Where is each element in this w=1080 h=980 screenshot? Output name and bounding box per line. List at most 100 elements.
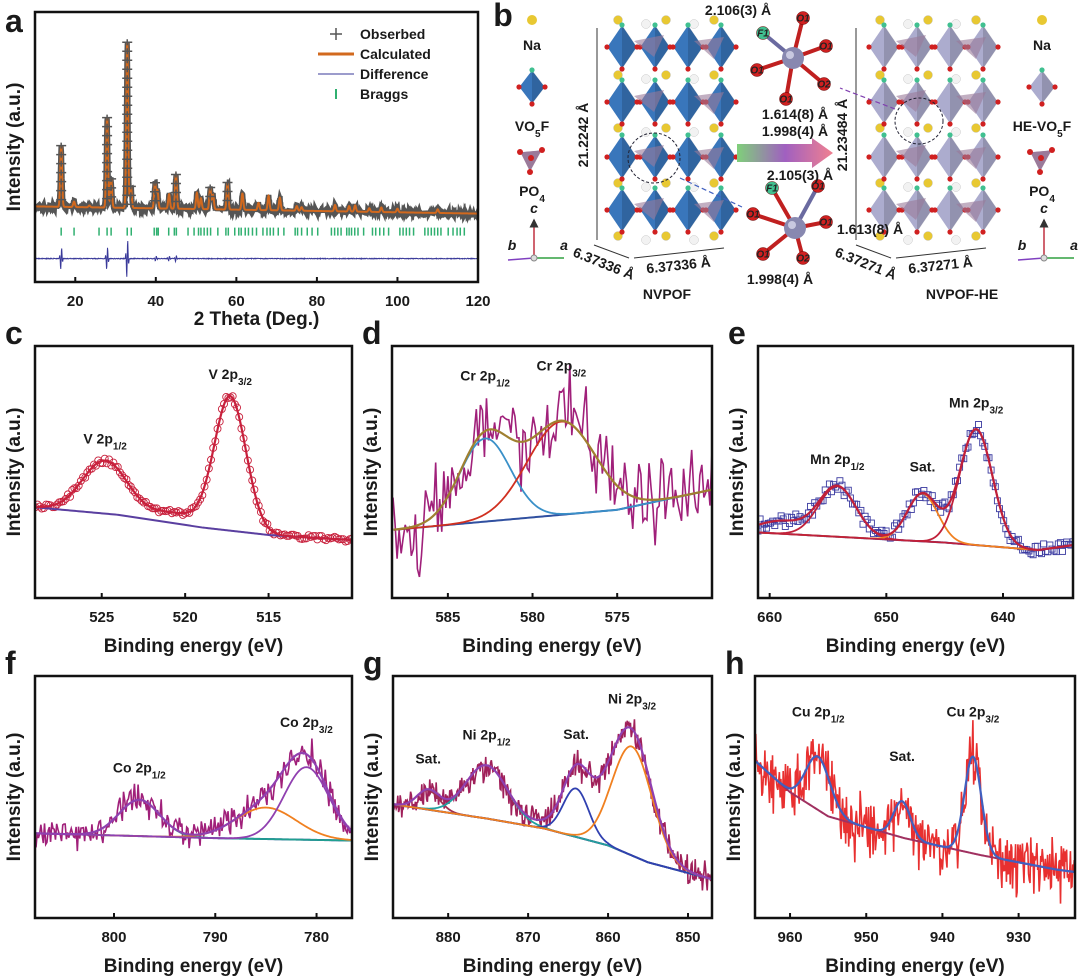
atom-dot	[980, 77, 986, 83]
observed-point	[809, 511, 817, 519]
x-tick-label: 100	[385, 293, 410, 310]
c-parameter-label: 21.2242 Å	[575, 103, 591, 168]
atom-dot	[733, 44, 739, 50]
octahedron	[670, 185, 706, 235]
atom-dot	[914, 66, 920, 72]
bond-length-label: 1.998(4) Å	[762, 123, 828, 139]
na-atom	[613, 70, 623, 80]
octahedron-label: VO5F	[515, 118, 550, 140]
observed-point	[975, 421, 982, 428]
observed-point	[783, 513, 791, 521]
na-atom-icon	[527, 15, 537, 25]
atom-dot	[914, 132, 920, 138]
tetrahedron	[956, 37, 986, 59]
observed-point	[943, 503, 951, 511]
observed-marker	[222, 179, 233, 204]
panel-label: g	[363, 645, 383, 681]
plot-area	[35, 39, 478, 277]
plot-area	[755, 720, 1075, 904]
fit-component	[759, 428, 1073, 551]
na-atom	[951, 182, 961, 192]
atom-dot	[619, 185, 625, 191]
x-axis-label: Binding energy (eV)	[104, 956, 283, 977]
observed-point	[836, 477, 844, 485]
fluorine-atom	[765, 181, 779, 195]
panel-d: 585 580 575 Binding energy (eV) Intensity (a…	[361, 315, 714, 657]
plot-area	[758, 421, 1073, 559]
atom-dot	[652, 132, 658, 138]
x-tick-label: 800	[101, 929, 126, 946]
atom-dot	[529, 101, 535, 107]
x-tick-label: 575	[605, 609, 630, 626]
atom-label: O1	[819, 42, 833, 53]
vanadium-atom	[784, 217, 806, 239]
oxygen-atom	[796, 251, 810, 265]
atom-dot	[995, 99, 1001, 105]
na-atom	[709, 231, 719, 241]
observed-point	[135, 494, 144, 503]
atom-dot	[685, 176, 691, 182]
peak-annotation: Co 2p3/2	[280, 714, 333, 736]
fit-envelope	[35, 751, 352, 836]
b-axis-arrow	[1017, 257, 1045, 261]
na-atom	[923, 123, 933, 133]
peak-annotation: Cu 2p3/2	[947, 703, 1000, 725]
tetrahedron-label: PO4	[519, 183, 545, 205]
observed-point	[128, 486, 137, 495]
na-atom	[661, 15, 671, 25]
x-tick-label: 585	[435, 609, 460, 626]
na-atom	[971, 123, 981, 133]
atom-label: O2	[796, 254, 810, 265]
observed-point	[105, 455, 114, 464]
observed-point	[126, 482, 135, 491]
atom-dot	[670, 44, 676, 50]
peak-annotation: Cr 2p1/2	[460, 368, 510, 390]
observed-point	[804, 509, 812, 517]
octahedron	[670, 77, 706, 127]
observed-point	[1010, 538, 1018, 546]
x-tick-label: 860	[596, 929, 621, 946]
atom-dot	[1039, 67, 1045, 73]
observed-point	[70, 484, 79, 493]
peak-annotation: V 2p3/2	[208, 366, 252, 388]
tetrahedron-icon	[1027, 147, 1055, 175]
atom-dot	[670, 154, 676, 160]
na-atom	[923, 178, 933, 188]
na-atom	[971, 231, 981, 241]
observed-point	[930, 504, 938, 512]
na-atom	[709, 15, 719, 25]
observed-point	[825, 480, 833, 488]
atom-dot	[866, 154, 872, 160]
na-atom	[951, 19, 961, 29]
peak-annotation: Cr 2p3/2	[536, 357, 586, 379]
atom-dot	[1027, 149, 1033, 155]
oxygen-atom	[779, 92, 793, 106]
atom-dot	[881, 22, 887, 28]
atom-dot	[516, 84, 522, 90]
atom-label: O2	[817, 80, 831, 91]
octahedron	[604, 132, 640, 182]
na-atom	[709, 178, 719, 188]
na-atom	[689, 74, 699, 84]
atom-dot	[1026, 84, 1032, 90]
y-axis-label: Intensity (a.u.)	[727, 408, 748, 537]
atom-dot	[980, 176, 986, 182]
bond-length-label: 1.613(8) Å	[837, 221, 903, 237]
atom-dot	[685, 185, 691, 191]
atom-dot	[718, 66, 724, 72]
c-parameter-label: 21.23484 Å	[834, 99, 850, 171]
bond-length-label: 2.106(3) Å	[705, 2, 771, 18]
x-tick-label: 20	[67, 293, 84, 310]
atom-dot	[733, 99, 739, 105]
observed-marker	[106, 175, 117, 200]
peak-annotation: Ni 2p3/2	[608, 690, 657, 712]
atom-dot	[881, 66, 887, 72]
observed-marker	[125, 183, 136, 208]
atom-dot	[685, 121, 691, 127]
atom-dot	[947, 77, 953, 83]
atom-dot	[670, 207, 676, 213]
tetrahedron	[896, 145, 926, 167]
octahedron	[670, 22, 706, 72]
nvpof-structure: 21.2242 Å 6.37336 Å 6.37336 Å	[571, 15, 739, 283]
